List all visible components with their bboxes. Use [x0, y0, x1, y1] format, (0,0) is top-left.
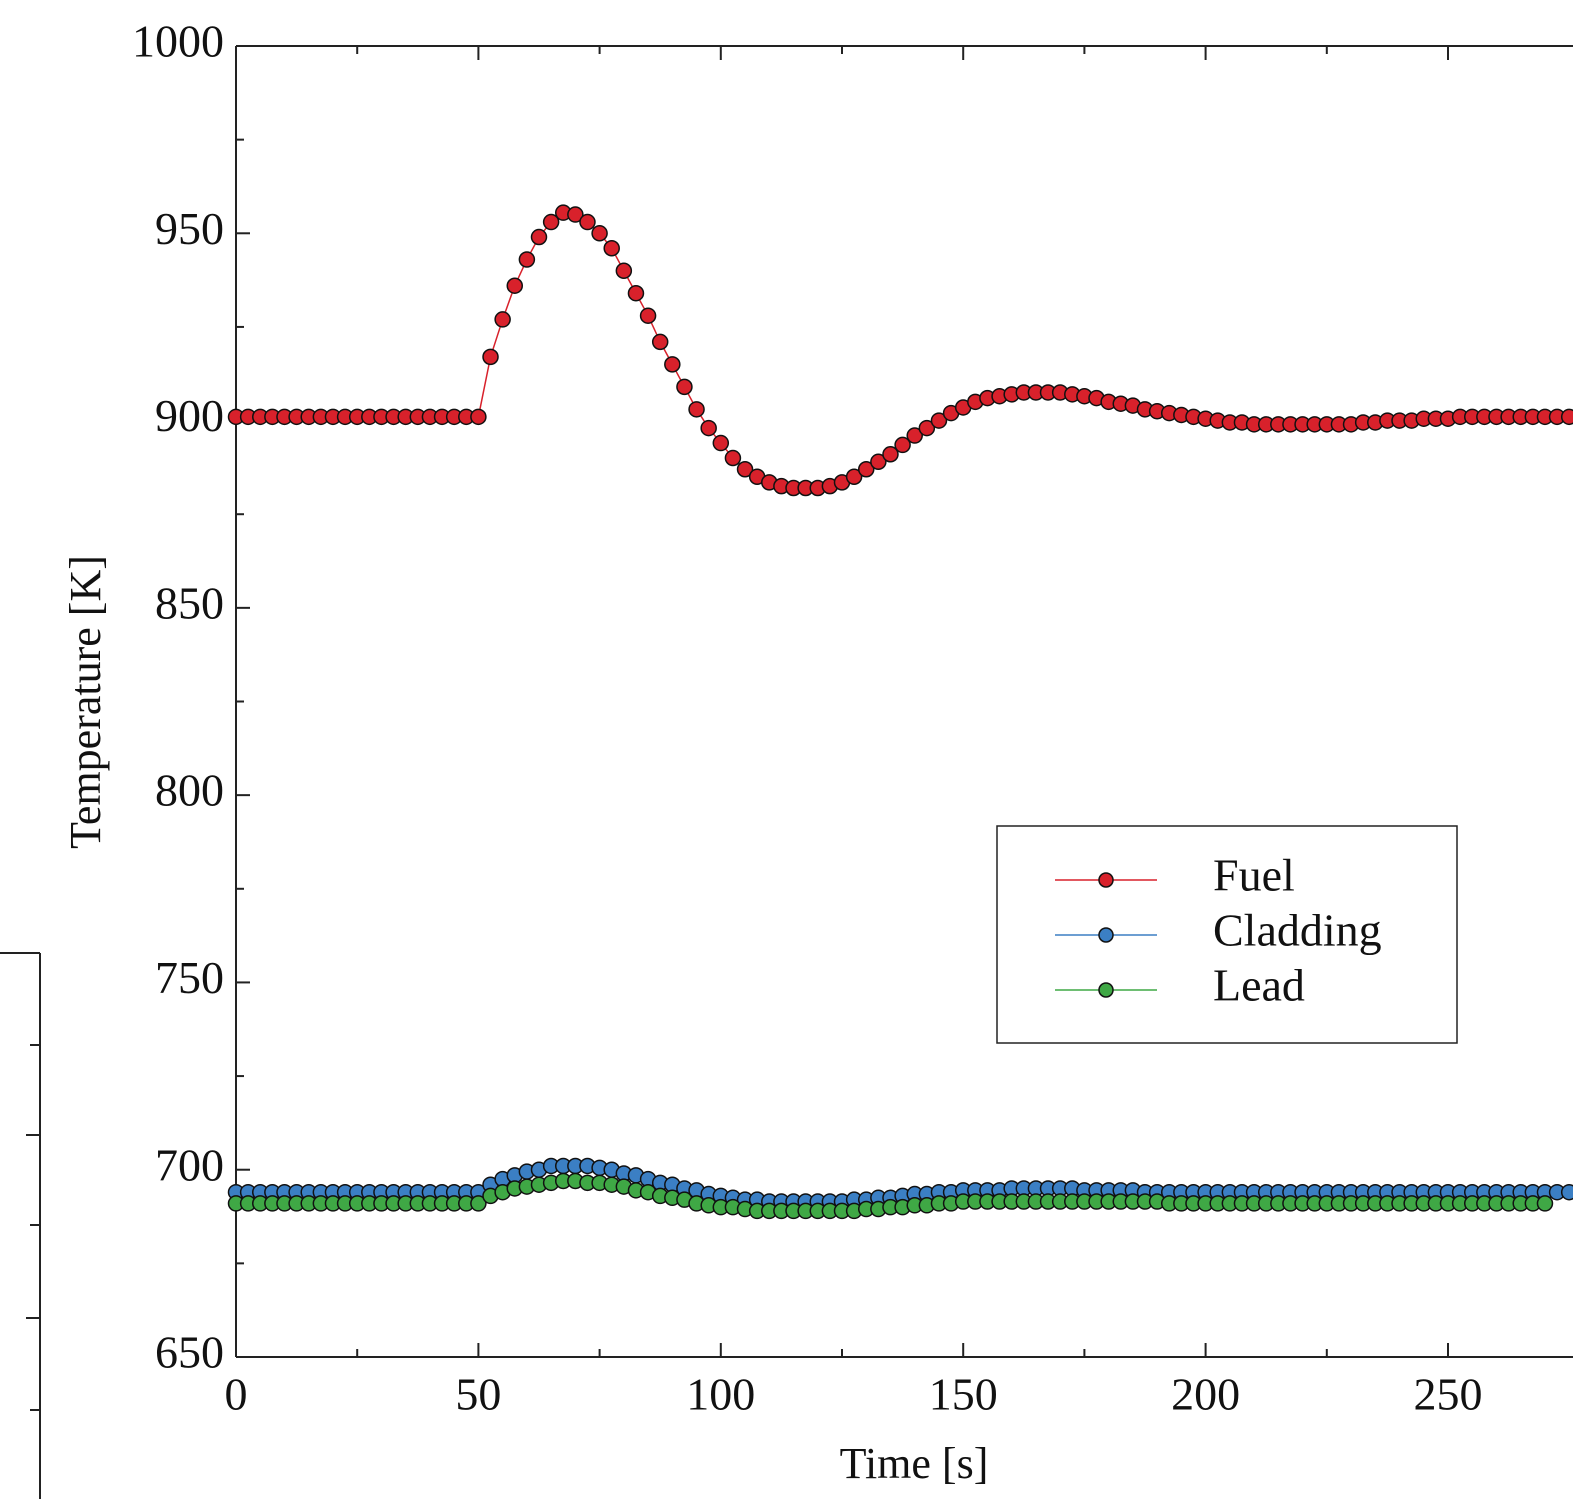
- y-tick-label: 750: [155, 952, 224, 1003]
- data-point: [918, 419, 936, 437]
- legend-marker: [1098, 982, 1114, 998]
- y-tick-label: 900: [155, 390, 224, 441]
- data-point: [470, 408, 487, 426]
- data-point: [579, 213, 596, 231]
- data-point: [603, 240, 620, 257]
- data-point: [700, 419, 717, 437]
- x-tick-label: 50: [455, 1369, 501, 1420]
- cropped-neighbour-frame: [0, 952, 41, 1499]
- legend-marker: [1098, 927, 1114, 943]
- y-tick-label: 800: [155, 765, 224, 816]
- legend-box: [996, 825, 1458, 1044]
- data-point: [882, 446, 899, 463]
- data-point: [845, 468, 863, 486]
- data-point: [906, 427, 923, 444]
- data-point: [664, 356, 681, 373]
- data-point: [1536, 1195, 1554, 1212]
- y-tick-label: 700: [155, 1139, 224, 1190]
- data-point: [567, 206, 584, 223]
- data-point: [894, 436, 911, 454]
- data-point: [688, 401, 705, 418]
- x-tick-label: 250: [1414, 1369, 1483, 1420]
- legend-label: Fuel: [1213, 850, 1295, 901]
- data-point: [651, 333, 669, 351]
- x-tick-label: 0: [225, 1369, 248, 1420]
- legend-marker: [1098, 872, 1114, 888]
- y-tick-label: 1000: [132, 16, 224, 67]
- data-point: [542, 213, 560, 231]
- data-point: [870, 453, 887, 471]
- legend-label: Cladding: [1213, 905, 1382, 956]
- data-point: [1560, 408, 1573, 426]
- data-point: [724, 449, 742, 467]
- y-axis-title: Temperature [K]: [61, 555, 110, 849]
- data-point: [627, 284, 645, 302]
- y-tick-label: 850: [155, 577, 224, 628]
- data-point: [530, 228, 548, 246]
- plot-area: [227, 204, 1573, 1220]
- y-tick-label: 950: [155, 203, 224, 254]
- data-point: [736, 461, 754, 478]
- data-point: [930, 412, 948, 429]
- y-tick-label: 650: [155, 1327, 224, 1378]
- data-point: [857, 461, 875, 478]
- x-tick-label: 200: [1171, 1369, 1240, 1420]
- data-point: [518, 251, 536, 268]
- data-point: [470, 1195, 487, 1212]
- data-point: [712, 434, 730, 452]
- x-tick-label: 150: [929, 1369, 998, 1420]
- data-point: [1560, 1183, 1573, 1201]
- data-point: [494, 311, 511, 328]
- data-point: [615, 262, 633, 279]
- data-point: [591, 225, 608, 242]
- data-point: [506, 277, 524, 294]
- data-point: [482, 348, 499, 366]
- x-tick-label: 100: [686, 1369, 755, 1420]
- x-axis-title: Time [s]: [840, 1439, 989, 1488]
- legend-label: Lead: [1213, 960, 1305, 1011]
- data-point: [639, 307, 657, 324]
- data-point: [676, 378, 693, 396]
